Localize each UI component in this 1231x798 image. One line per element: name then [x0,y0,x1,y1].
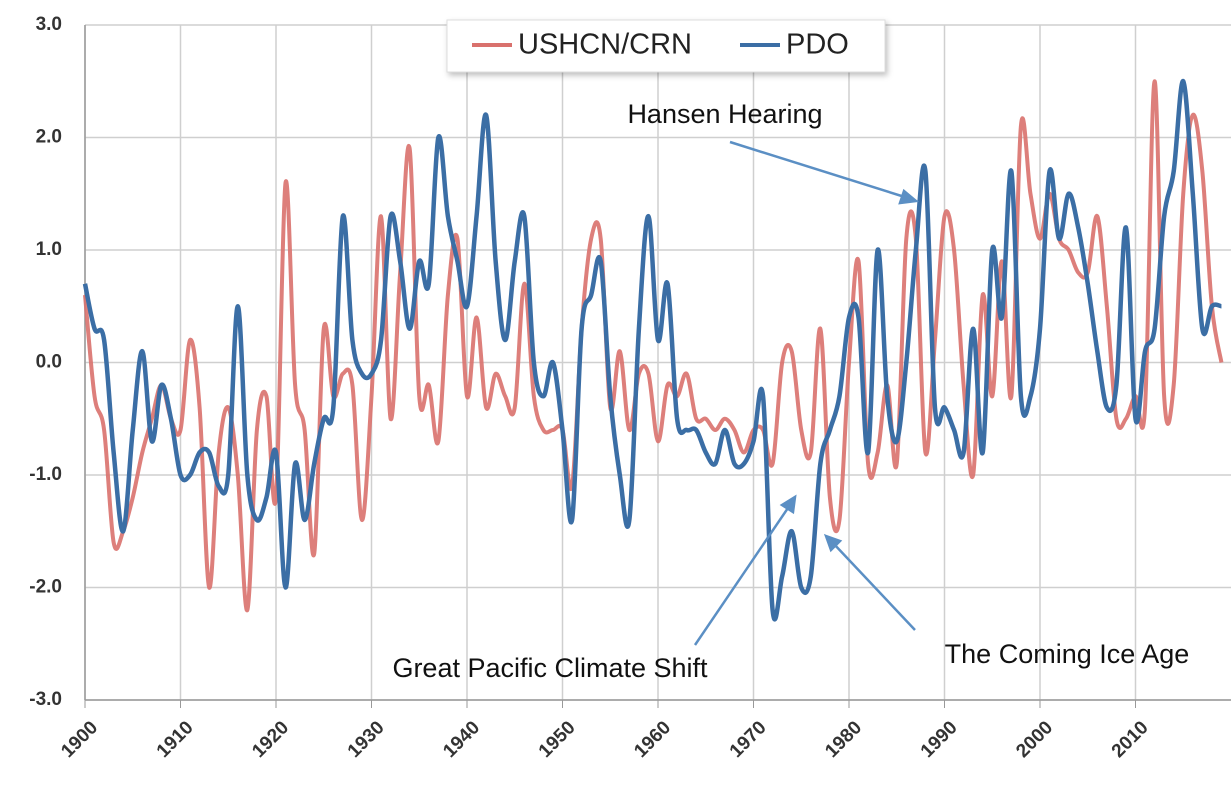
y-tick-label: 3.0 [36,14,62,35]
x-tick-label: 1920 [248,717,293,762]
y-tick-label: -1.0 [29,464,62,485]
series-line [82,78,1222,622]
arrow [729,140,909,200]
legend: USHCN/CRN PDO [446,19,886,73]
x-tick-label: 1980 [821,717,866,762]
x-tick-label: 1950 [535,717,580,762]
annotation: The Coming Ice Age [945,639,1190,669]
x-tick-label: 2010 [1108,717,1153,762]
arrowhead [823,533,843,553]
lines [82,78,1224,622]
legend-label: USHCN/CRN [518,29,692,61]
x-tick-label: 1940 [439,717,484,762]
y-tick-label: 2.0 [36,127,62,148]
arrowhead [779,494,797,515]
y-tick-label: -2.0 [29,577,62,598]
annotation: Hansen Hearing [627,99,822,129]
annotation-arrows [693,140,920,646]
x-tick-label: 1900 [57,717,102,762]
y-tick-label: -3.0 [29,689,62,710]
legend-label: PDO [786,29,849,61]
x-tick-label: 1970 [726,717,771,762]
annotation: Great Pacific Climate Shift [392,653,708,683]
arrowhead [898,188,920,205]
arrow [693,504,792,646]
y-tick-label: 1.0 [36,239,62,260]
y-tick-label: 0.0 [36,352,62,373]
x-tick-label: 1960 [630,717,675,762]
legend-box [446,19,886,73]
x-tick-label: 1990 [917,717,962,762]
x-tick-label: 1930 [344,717,389,762]
x-tick-label: 2000 [1012,717,1057,762]
series-line [83,79,1224,613]
arrow [832,542,916,631]
x-tick-label: 1910 [153,717,198,762]
